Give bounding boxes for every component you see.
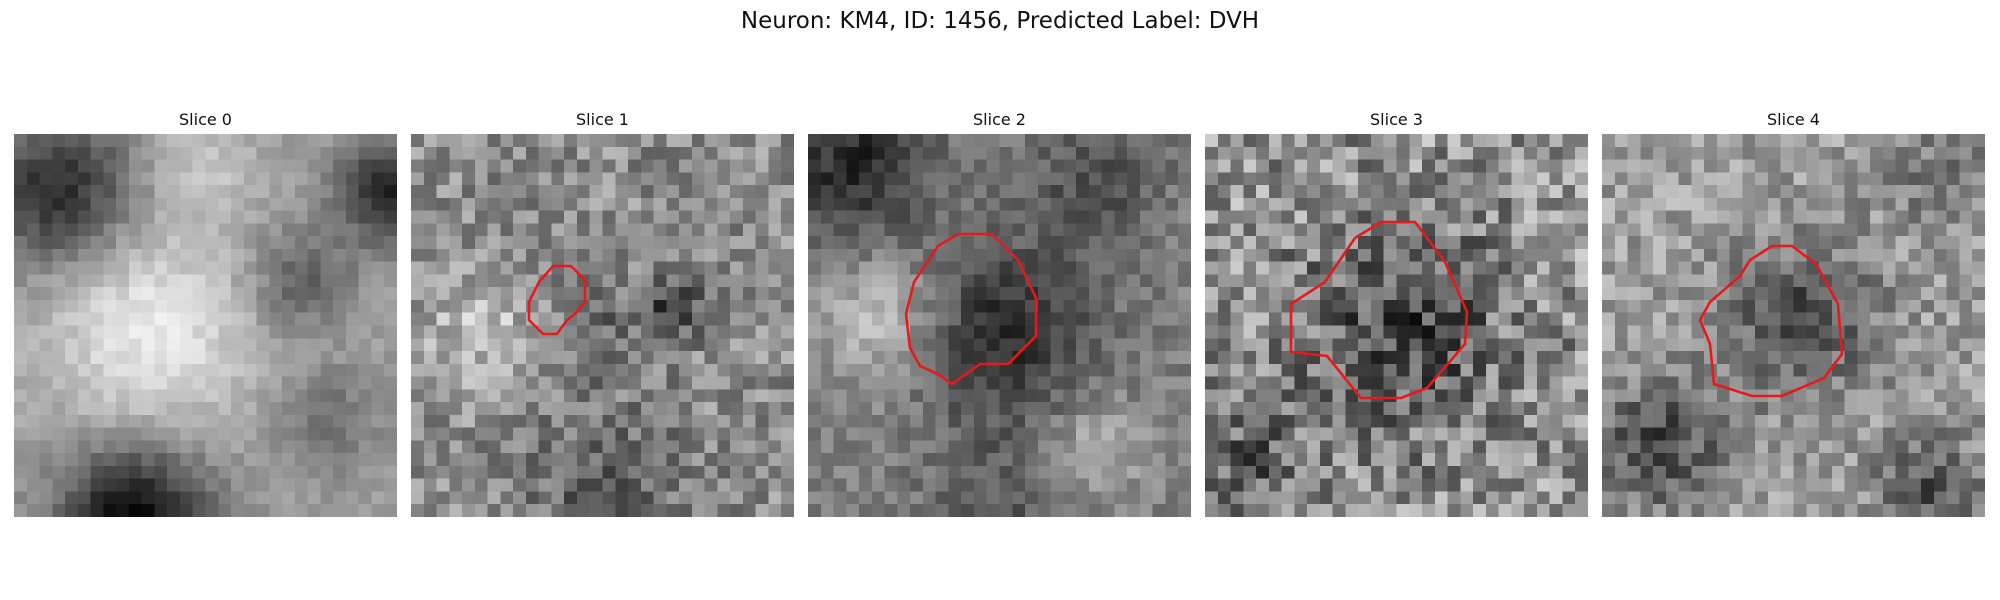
segmentation-contour (527, 264, 587, 336)
slice-panel-0: Slice 0 (14, 110, 397, 517)
slice-image (14, 134, 397, 517)
slice-image (808, 134, 1191, 517)
slice-title: Slice 4 (1767, 110, 1820, 129)
slice-image (411, 134, 794, 517)
slice-title: Slice 2 (973, 110, 1026, 129)
segmentation-contour (904, 232, 1038, 386)
figure-title: Neuron: KM4, ID: 1456, Predicted Label: … (740, 8, 1260, 34)
segmentation-contour (1698, 244, 1844, 398)
slice-image (1602, 134, 1985, 517)
slice-title: Slice 1 (576, 110, 629, 129)
slice-panel-2: Slice 2 (808, 110, 1191, 517)
slice-title: Slice 0 (179, 110, 232, 129)
slice-title: Slice 3 (1370, 110, 1423, 129)
slice-panel-4: Slice 4 (1602, 110, 1985, 517)
slice-panel-1: Slice 1 (411, 110, 794, 517)
slice-panel-3: Slice 3 (1205, 110, 1588, 517)
slice-image (1205, 134, 1588, 517)
segmentation-contour (1289, 220, 1469, 400)
